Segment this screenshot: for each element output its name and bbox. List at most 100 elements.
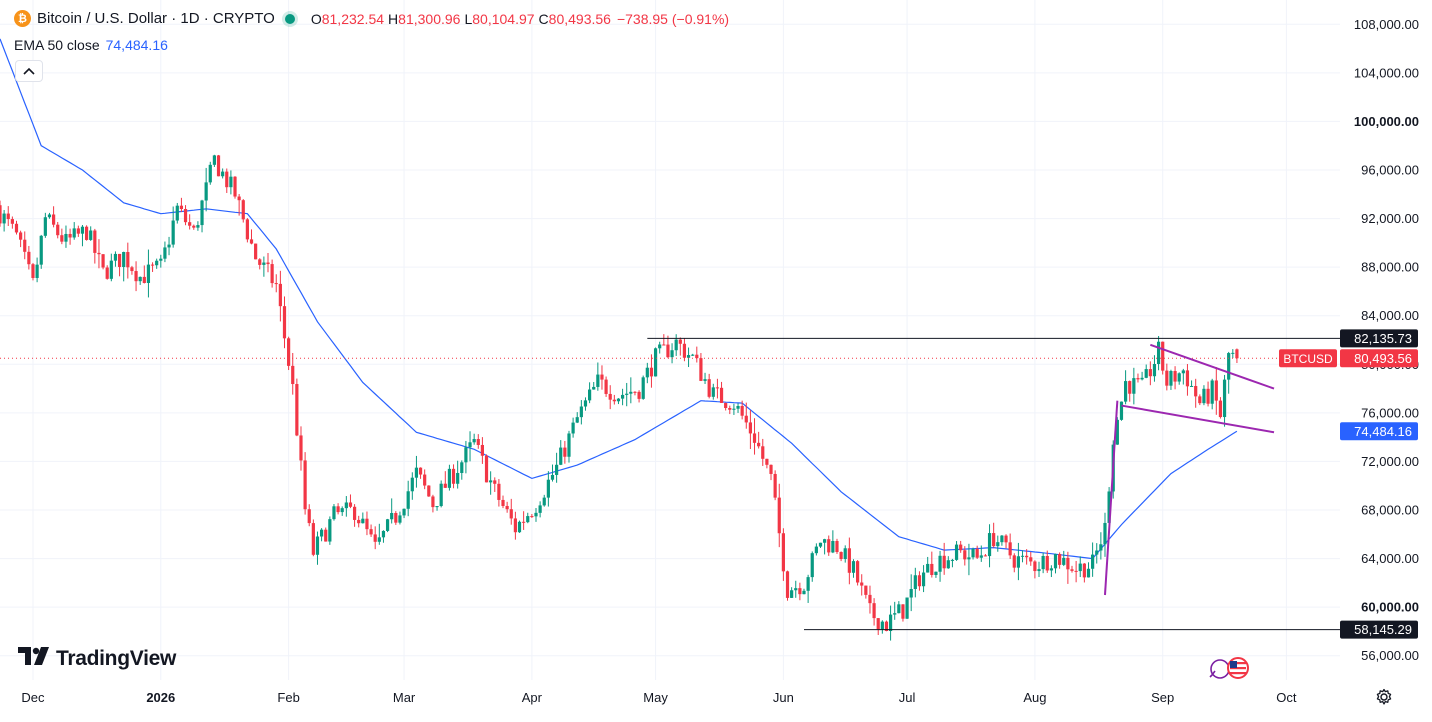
ema-50-line <box>0 38 1238 560</box>
candle-body <box>806 577 810 591</box>
candle-body <box>1227 353 1231 380</box>
change-value: −738.95 (−0.91%) <box>616 10 730 27</box>
x-tick-label: May <box>643 690 668 705</box>
candle-body <box>967 557 971 560</box>
x-tick-label: Jul <box>899 690 916 705</box>
ohlc-values: O 81,232.54 H 81,300.96 L 80,104.97 C 80,493… <box>307 11 729 27</box>
candle-body <box>1235 349 1239 359</box>
candle-body <box>212 155 216 165</box>
symbol-title[interactable]: Bitcoin / U.S. Dollar · 1D · CRYPTO <box>37 10 275 27</box>
settings-gear-icon[interactable] <box>1375 688 1393 706</box>
candle-body <box>880 621 884 630</box>
candle-body <box>497 483 501 500</box>
candle-body <box>1231 352 1235 354</box>
candle-body <box>909 588 913 598</box>
candle-body <box>930 563 934 575</box>
candle-body <box>971 548 975 558</box>
price-tag-label: 80,493.56 <box>1354 351 1412 366</box>
y-tick-label: 64,000.00 <box>1361 551 1419 566</box>
candle-body <box>464 447 468 463</box>
candle-body <box>196 225 200 228</box>
close-value: 80,493.56 <box>548 10 611 27</box>
candle-body <box>1082 563 1086 578</box>
candle-body <box>851 561 856 573</box>
candle-body <box>765 458 769 465</box>
candle-body <box>1020 555 1025 557</box>
candle-body <box>480 444 484 456</box>
candle-body <box>439 483 443 507</box>
candle-body <box>352 506 357 520</box>
candle-body <box>221 171 225 177</box>
candle-body <box>666 344 670 358</box>
price-tag-ema <box>1340 422 1418 441</box>
collapse-legend-button[interactable] <box>15 60 43 82</box>
candle-body <box>460 462 464 473</box>
y-tick-label: 92,000.00 <box>1361 211 1419 226</box>
candle-body <box>798 588 802 595</box>
candle-body <box>418 467 423 475</box>
candle-body <box>60 235 64 242</box>
candle-body <box>1140 377 1144 380</box>
candle-body <box>719 387 724 403</box>
candle-body <box>344 502 348 509</box>
ema-legend[interactable]: EMA 50 close 74,484.16 <box>14 37 168 53</box>
candle-body <box>39 235 43 265</box>
candle-body <box>888 614 893 632</box>
candle-body <box>839 552 843 560</box>
x-tick-label: Oct <box>1276 690 1297 705</box>
candle-body <box>274 283 278 285</box>
candle-body <box>645 367 649 378</box>
candle-body <box>414 467 419 478</box>
candle-body <box>262 262 266 265</box>
candle-body <box>1016 556 1020 568</box>
candle-body <box>501 499 505 506</box>
candle-body <box>942 555 946 569</box>
candle-body <box>1181 370 1185 374</box>
x-tick-label: Sep <box>1151 690 1174 705</box>
series-name-label: BTCUSD <box>1283 352 1333 366</box>
candle-body <box>588 389 592 401</box>
candle-body <box>447 468 452 488</box>
candle-body <box>897 604 901 614</box>
candle-body <box>996 542 1000 547</box>
candle-body <box>390 512 394 520</box>
candle-body <box>311 523 315 555</box>
candle-body <box>237 196 241 201</box>
candle-body <box>926 563 930 573</box>
candle-body <box>175 205 179 221</box>
candle-body <box>872 603 876 619</box>
candle-body <box>113 253 118 261</box>
candle-body <box>443 483 447 488</box>
candle-body <box>1058 554 1062 565</box>
candle-body <box>225 171 229 188</box>
candle-body <box>678 339 682 344</box>
candle-body <box>84 226 89 240</box>
candle-body <box>509 509 513 519</box>
candle-body <box>1128 381 1132 394</box>
candle-body <box>6 213 10 220</box>
candle-body <box>1103 522 1107 545</box>
candle-body <box>303 460 307 510</box>
tradingview-logo[interactable]: TradingView <box>18 647 176 671</box>
x-tick-label: Dec <box>21 690 45 705</box>
candle-body <box>117 253 122 267</box>
candle-body <box>332 506 336 520</box>
candle-body <box>150 264 155 266</box>
candle-body <box>10 219 14 224</box>
candle-body <box>740 405 744 416</box>
candle-body <box>163 247 167 259</box>
candle-body <box>616 398 621 402</box>
candle-body <box>146 264 151 283</box>
economic-events-flag-icon[interactable] <box>1206 656 1254 682</box>
candle-body <box>794 588 798 591</box>
candle-body <box>1095 550 1099 555</box>
candle-body <box>1148 369 1152 377</box>
candle-body <box>348 502 353 507</box>
candle-body <box>340 508 344 513</box>
candle-body <box>963 550 967 560</box>
candle-body <box>97 252 101 255</box>
candle-body <box>1132 378 1136 394</box>
candle-body <box>233 176 237 197</box>
